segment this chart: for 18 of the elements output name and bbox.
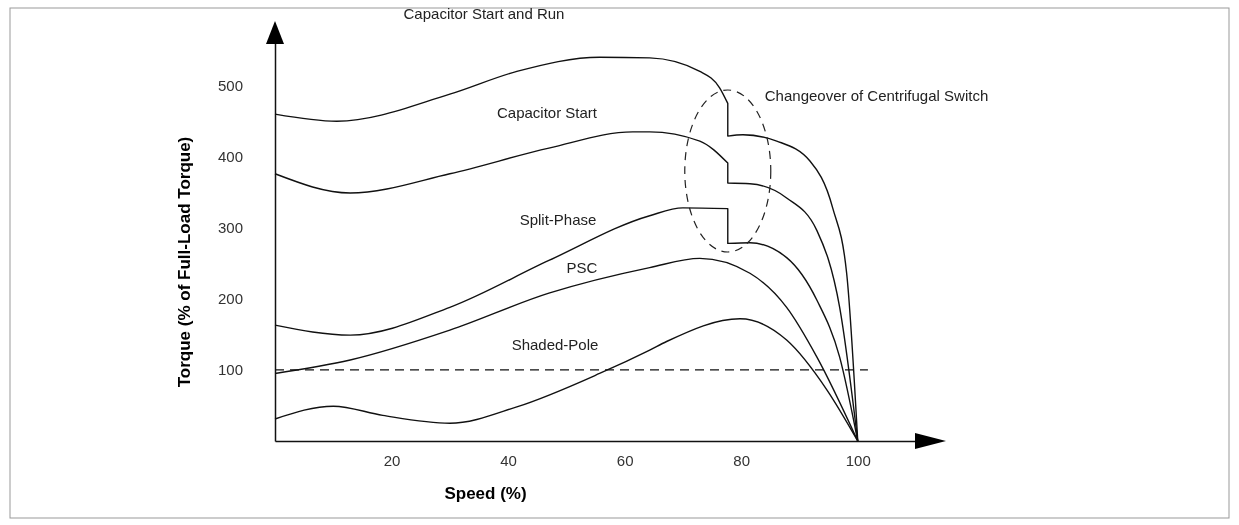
x-axis-title: Speed (%) <box>444 484 527 503</box>
series-label: Split-Phase <box>519 211 597 228</box>
series-label: Capacitor Start <box>496 104 598 121</box>
y-tick-label: 400 <box>217 148 243 166</box>
x-tick-label: 20 <box>383 451 401 469</box>
y-tick-label: 300 <box>217 219 243 237</box>
x-tick-label: 40 <box>500 451 517 469</box>
y-axis-title: Torque (% of Full-Load Torque) <box>175 136 194 388</box>
x-tick-label: 80 <box>733 451 751 469</box>
y-tick-label: 500 <box>217 76 243 94</box>
x-tick-label: 60 <box>616 451 634 469</box>
x-tick-label: 100 <box>845 451 871 469</box>
annotation: Changeover of Centrifugal Switch <box>764 87 989 104</box>
y-tick-label: 200 <box>217 290 243 308</box>
series-label: PSC <box>566 259 598 276</box>
y-tick-label: 100 <box>217 361 243 379</box>
series-label: Shaded-Pole <box>511 336 599 353</box>
text: Capacitor Start and Run <box>403 5 565 22</box>
